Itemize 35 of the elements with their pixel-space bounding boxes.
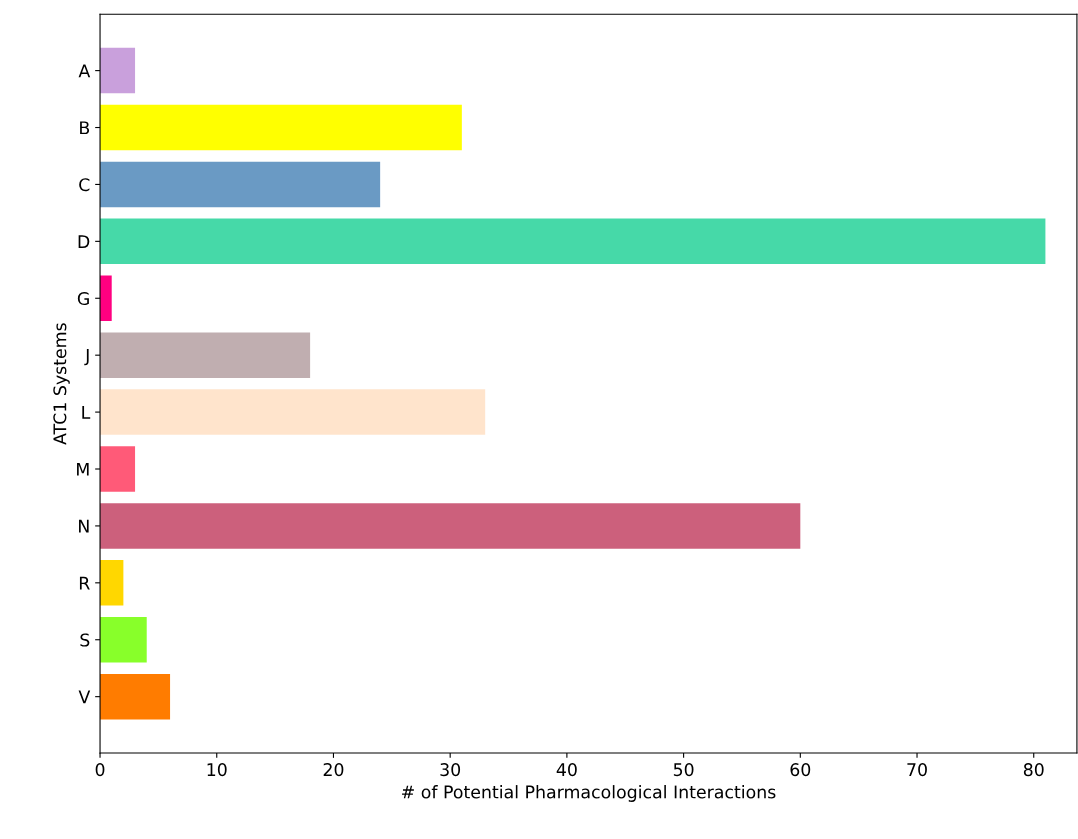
bar	[100, 673, 171, 720]
x-axis-title: # of Potential Pharmacological Interactions	[402, 785, 776, 802]
x-tick-label: 0	[95, 763, 105, 777]
bar	[100, 560, 124, 606]
y-tick-label: B	[80, 121, 90, 135]
x-tick-label: 60	[790, 763, 811, 777]
y-tick-label: A	[78, 64, 91, 78]
y-tick-label: G	[77, 291, 89, 306]
bar	[100, 47, 136, 94]
x-tick-label: 80	[1023, 763, 1044, 777]
y-axis-title: ATC1 Systems	[53, 323, 70, 445]
y-tick-label: R	[79, 576, 90, 590]
bar	[100, 218, 1046, 265]
bar	[100, 616, 147, 663]
x-tick-label: 70	[907, 763, 927, 777]
bar	[100, 446, 136, 492]
bar	[100, 332, 311, 378]
bar	[100, 275, 112, 322]
bar	[100, 161, 381, 208]
x-tick-label: 50	[673, 763, 694, 777]
x-tick-label: 10	[207, 763, 227, 777]
y-tick-label: N	[79, 519, 89, 533]
bar	[100, 104, 462, 151]
x-tick-label: 30	[440, 763, 461, 777]
x-tick-label: 20	[323, 763, 344, 777]
y-tick-label: D	[78, 235, 90, 248]
bar	[100, 503, 801, 549]
bar	[100, 389, 486, 435]
y-tick-label: L	[82, 406, 91, 419]
x-tick-label: 40	[556, 763, 577, 777]
y-tick-label: S	[80, 633, 90, 647]
y-tick-label: C	[79, 178, 90, 192]
y-tick-label: M	[77, 462, 89, 476]
y-tick-label: J	[84, 349, 89, 366]
y-tick-label: V	[78, 690, 91, 704]
